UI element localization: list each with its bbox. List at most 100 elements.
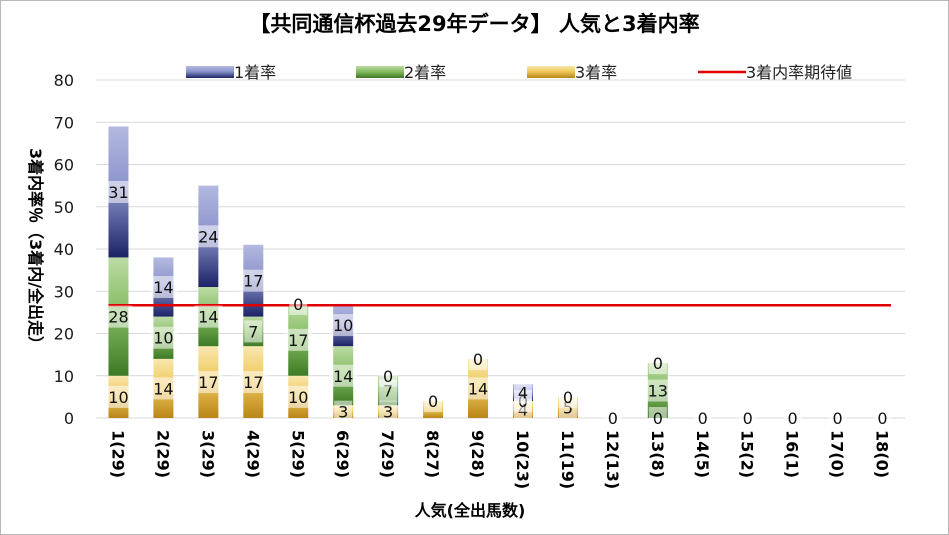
x-tick-label: 11(19) [558,430,577,489]
legend-label: 1着率 [234,63,276,82]
data-label-background [329,314,358,337]
x-tick-label: 16(1) [783,430,802,478]
y-tick-label: 20 [54,325,74,344]
x-tick-label: 3(29) [198,430,217,478]
data-label: 0 [698,409,708,428]
legend-swatch [527,66,575,78]
data-label-background [648,407,667,429]
data-label-background [194,225,223,248]
chart-title: 【共同通信杯過去29年データ】 人気と3着内率 [249,12,700,36]
data-label: 10 [108,388,128,407]
data-label: 0 [293,295,303,314]
x-tick-label: 13(8) [648,430,667,478]
data-label-background [289,292,308,315]
x-tick-label: 10(23) [513,430,532,489]
data-label-background [194,305,223,328]
data-label: 10 [153,329,173,348]
data-label: 3 [383,403,393,422]
data-label: 0 [877,409,887,428]
legend-swatch [356,66,404,78]
data-label-background [149,377,178,400]
x-tick-label: 5(29) [288,430,307,478]
data-label-background [149,276,178,299]
data-label-background [329,364,358,387]
data-label-background [379,400,398,423]
data-label-background [828,407,847,429]
data-label-background [194,371,223,394]
x-tick-label: 6(29) [333,430,352,478]
data-label: 0 [563,388,573,407]
data-label-background [244,320,263,343]
data-label-background [603,407,622,429]
data-label-background [104,385,133,408]
legend-swatch [186,66,234,78]
legend-label: 3着内率期待値 [746,63,852,82]
data-label: 24 [198,227,218,246]
data-label-background [334,400,353,423]
data-label: 28 [108,308,128,327]
y-tick-label: 10 [54,367,74,386]
data-label: 7 [248,322,258,341]
data-label: 3 [338,403,348,422]
y-axis-title: 3着内率％（3着内/全出走） [26,148,45,352]
data-label: 0 [653,354,663,373]
data-label: 5 [563,398,573,417]
data-label-background [693,407,712,429]
data-label-background [239,371,268,394]
data-label-background [513,381,532,404]
x-tick-label: 15(2) [738,430,757,478]
data-label: 0 [788,409,798,428]
data-label: 4 [518,384,528,403]
x-tick-label: 14(5) [693,430,712,478]
data-label-background [469,347,488,370]
data-label-background [648,352,667,375]
data-label: 17 [243,373,263,392]
data-label-background [783,407,802,429]
data-label: 14 [468,379,488,398]
data-label-background [284,328,313,351]
y-tick-label: 50 [54,198,74,217]
legend-label: 3着率 [575,63,617,82]
data-label: 0 [428,392,438,411]
data-label: 14 [153,379,173,398]
data-label: 0 [383,367,393,386]
data-label: 17 [198,373,218,392]
data-label: 14 [198,308,218,327]
data-label: 14 [153,278,173,297]
data-label: 14 [333,367,353,386]
x-tick-label: 4(29) [243,430,262,478]
y-tick-label: 30 [54,282,74,301]
data-label-background [239,269,268,292]
y-tick-label: 40 [54,240,74,259]
y-tick-label: 80 [54,71,74,90]
data-label-background [149,326,178,349]
data-label-background [873,407,892,429]
data-label-background [104,305,133,328]
data-label: 13 [648,382,668,401]
legend-label: 2着率 [404,63,446,82]
data-label: 10 [333,316,353,335]
data-label: 0 [473,350,483,369]
x-tick-label: 17(0) [828,430,847,478]
data-label-background [643,379,672,402]
x-tick-label: 18(0) [873,430,892,478]
data-label-background [464,377,493,400]
data-label: 0 [653,409,663,428]
data-label: 17 [243,272,263,291]
x-tick-label: 8(27) [423,430,442,478]
x-tick-label: 7(29) [378,430,397,478]
x-tick-label: 2(29) [153,430,172,478]
data-label: 0 [743,409,753,428]
x-tick-label: 12(13) [603,430,622,489]
data-label: 0 [608,409,618,428]
data-label: 7 [383,382,393,401]
data-label-background [738,407,757,429]
data-label: 17 [288,331,308,350]
data-label: 31 [108,183,128,202]
data-label-background [424,390,443,413]
data-label: 10 [288,388,308,407]
y-tick-label: 60 [54,156,74,175]
x-axis-title: 人気(全出馬数) [415,501,526,520]
data-label-background [284,385,313,408]
